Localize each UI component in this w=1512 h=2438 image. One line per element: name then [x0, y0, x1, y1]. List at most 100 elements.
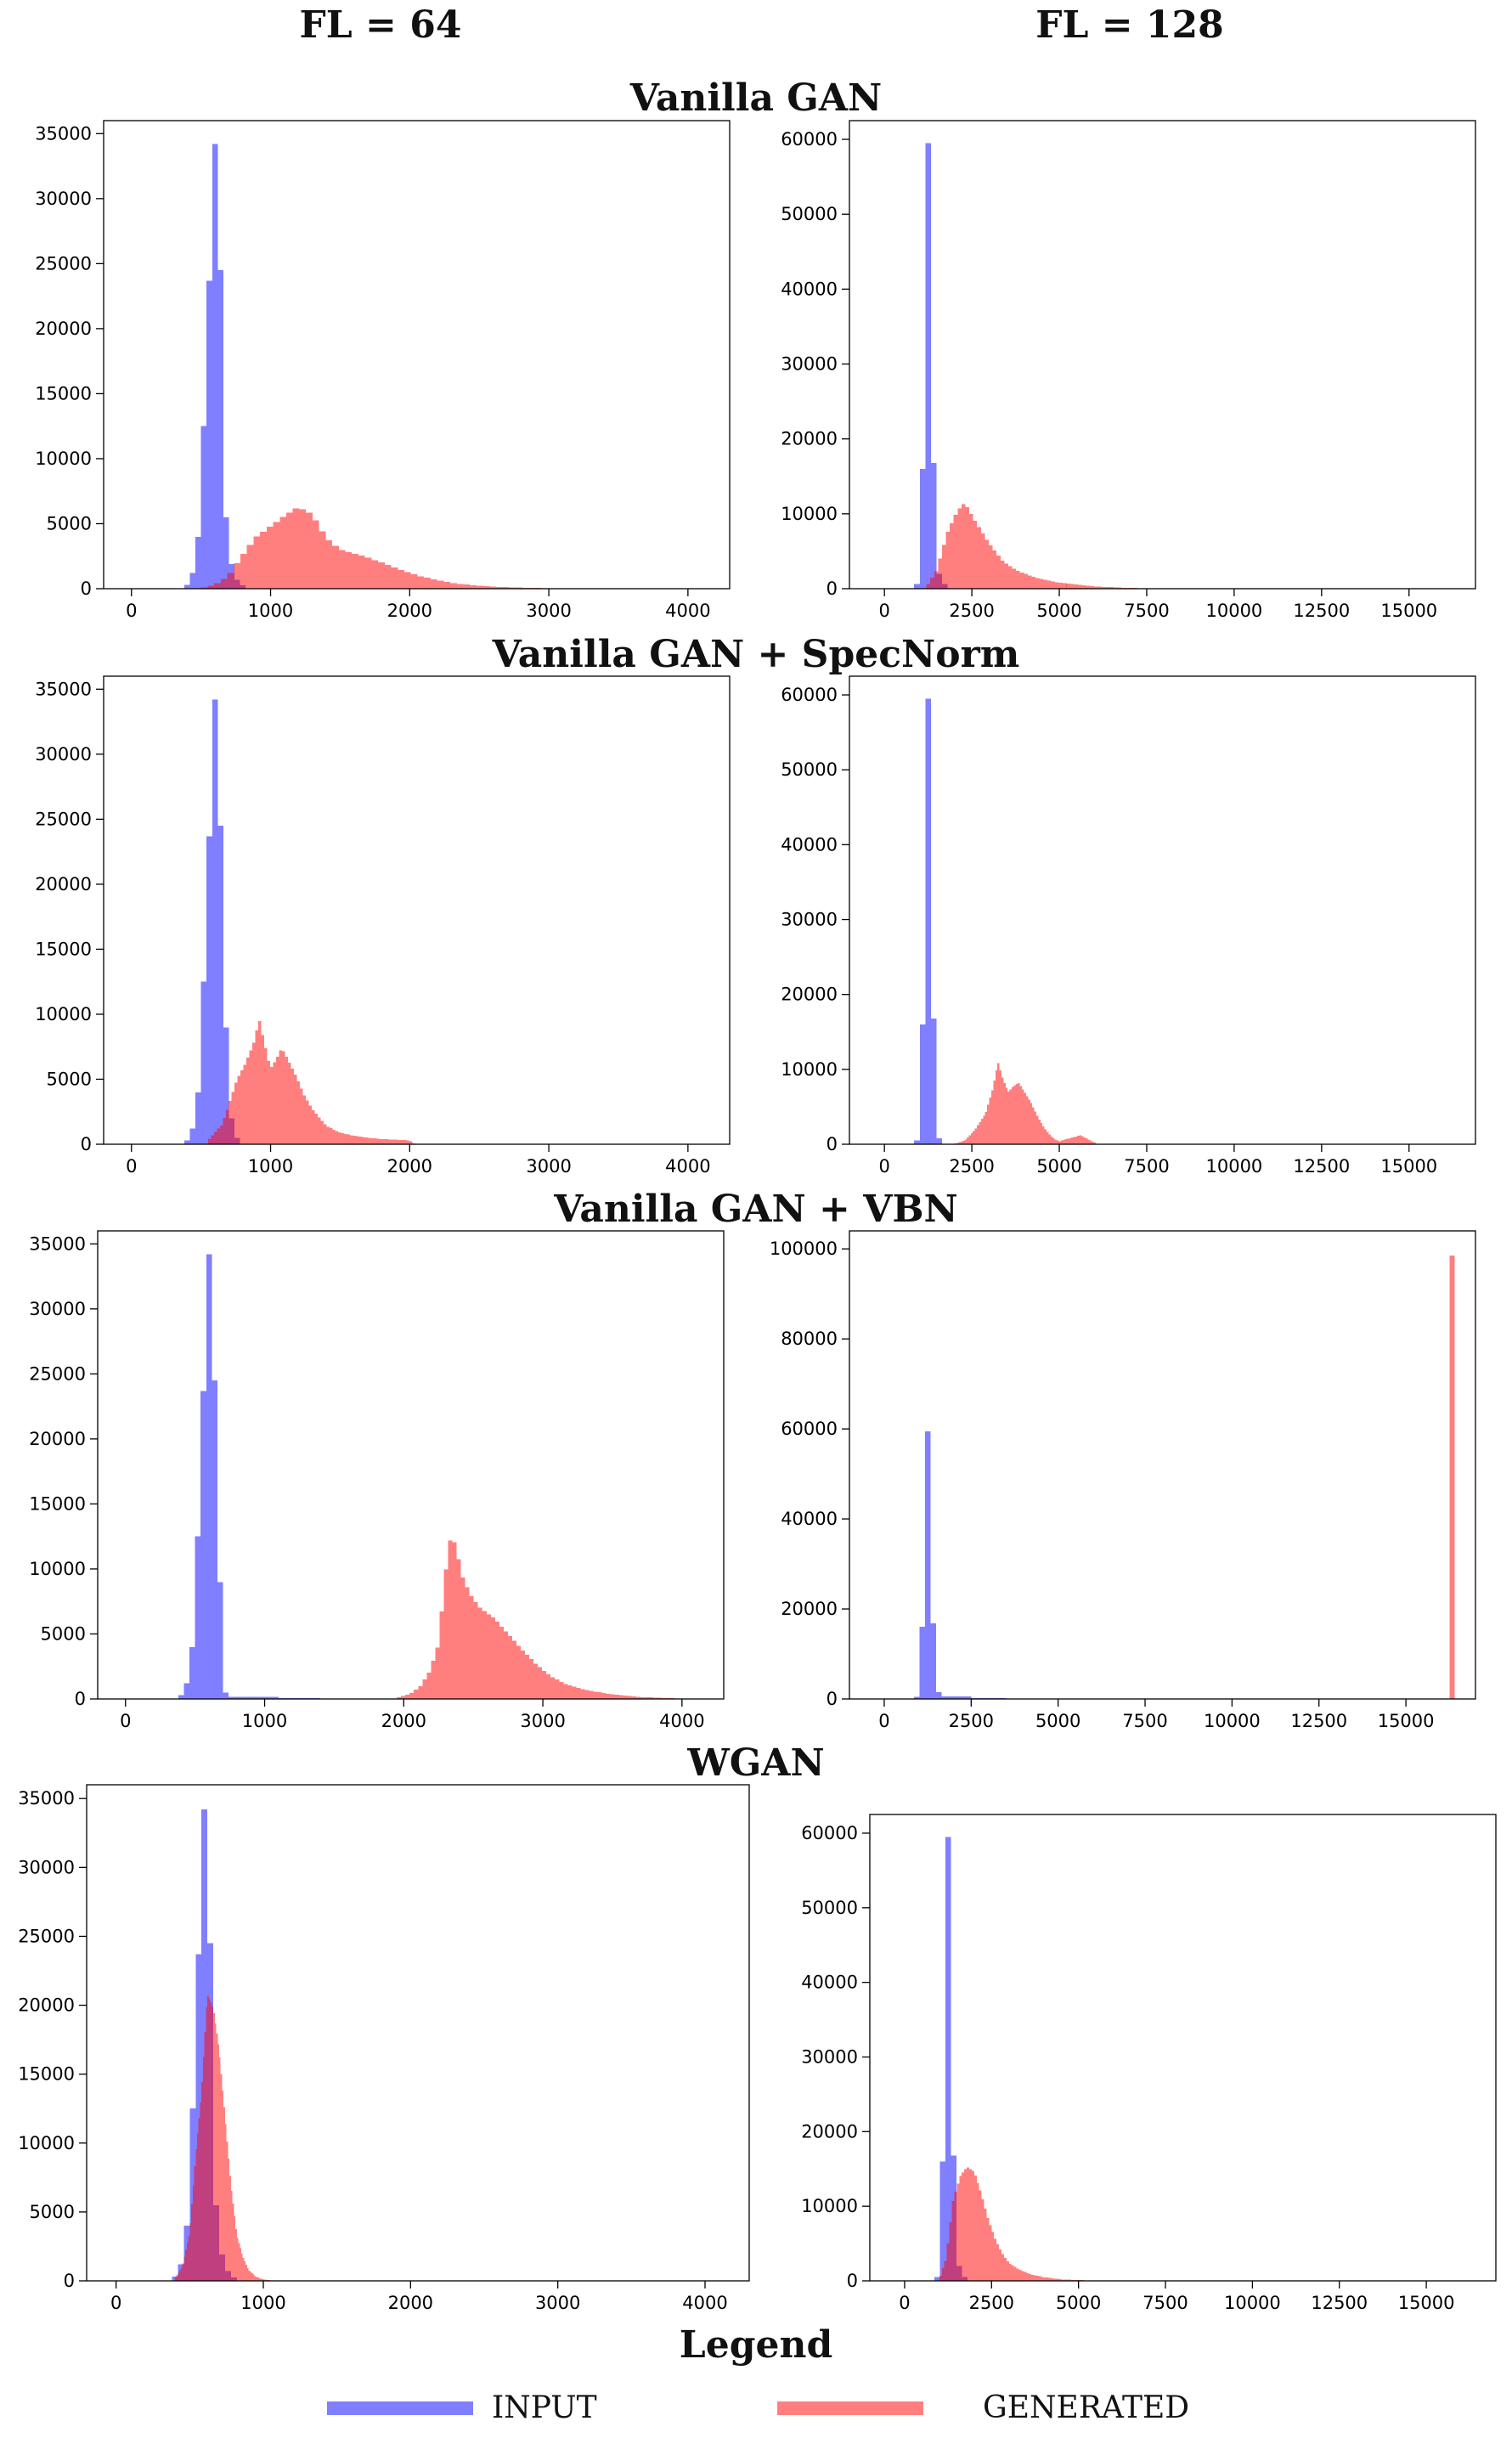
bar-input-1	[183, 1140, 190, 1144]
bar-generated-21	[204, 2031, 206, 2281]
bar-generated-67	[1089, 1140, 1092, 1144]
x-tick-label: 12500	[1293, 601, 1350, 621]
y-tick-label: 30000	[35, 189, 92, 209]
bar-generated-35	[1058, 583, 1063, 589]
bar-generated-34	[223, 2107, 225, 2281]
chart-panel-7: 0 1000 2000 3000 4000 0 5000 10000 15000 20000 250…	[18, 1784, 750, 2313]
bar-generated-21	[989, 2225, 992, 2281]
bar-generated-46	[341, 1132, 345, 1144]
bar-generated-22	[486, 1614, 491, 1699]
y-tick-label: 10000	[18, 2133, 75, 2153]
y-tick-label: 100000	[770, 1239, 838, 1259]
bar-input-8	[223, 516, 229, 589]
bar-generated-39	[450, 583, 457, 589]
bar-generated-4	[409, 1692, 415, 1699]
y-tick-label: 40000	[801, 1972, 858, 1993]
bar-generated-55	[627, 1696, 632, 1699]
bar-generated-15	[249, 1050, 253, 1144]
bar-generated-29	[1035, 578, 1040, 589]
bar-generated-41	[326, 1126, 330, 1144]
y-tick-label: 35000	[29, 1233, 86, 1254]
bar-generated-62	[1079, 1135, 1082, 1144]
bar-generated-65	[1085, 1138, 1088, 1144]
bar-generated-16	[976, 2182, 979, 2281]
y-tick-label: 35000	[35, 679, 92, 699]
bar-generated-7	[966, 1137, 969, 1144]
row-title-wgan: WGAN	[687, 1741, 825, 1785]
bar-generated-36	[430, 579, 437, 589]
y-tick-label: 5000	[47, 1069, 92, 1089]
bar-generated-36	[311, 1109, 315, 1144]
x-tick-label: 1000	[240, 2293, 285, 2313]
bar-generated-26	[281, 1051, 285, 1144]
bar-generated-41	[463, 584, 471, 589]
bar-generated-10	[234, 1082, 238, 1144]
bar-generated-8	[228, 1101, 232, 1144]
bar-generated-27	[507, 1636, 512, 1699]
bar-generated-32	[220, 2074, 223, 2281]
bar-generated-20	[477, 1607, 482, 1699]
bar-generated-42	[1086, 585, 1091, 589]
x-tick-label: 3000	[526, 601, 571, 621]
bar-generated-22	[338, 550, 346, 589]
bar-input-9	[223, 1692, 228, 1699]
bar-generated-34	[305, 1100, 309, 1144]
legend-swatch-input	[327, 2401, 473, 2415]
bar-generated-23	[273, 1062, 277, 1144]
bar-generated-61	[386, 1139, 389, 1144]
bar-generated-14	[452, 1542, 457, 1699]
bar-input-2	[919, 468, 926, 589]
bar-input-3	[189, 1646, 195, 1699]
bar-generated-19	[473, 1601, 478, 1699]
bar-generated-53	[251, 2273, 253, 2281]
bar-generated-19	[319, 531, 326, 589]
bar-generated-57	[635, 1696, 640, 1699]
bar-generated-66	[1087, 1139, 1090, 1144]
bar-generated-45	[1048, 2277, 1052, 2281]
bar-generated-47	[593, 1691, 598, 1699]
y-tick-label: 10000	[29, 1559, 86, 1579]
bar-generated-48	[244, 2260, 246, 2281]
bar-generated-29	[384, 565, 392, 589]
x-tick-label: 3000	[535, 2293, 580, 2313]
bar-generated-14	[977, 527, 981, 589]
bar-input-5	[206, 836, 212, 1144]
bar-generated-57	[257, 2277, 259, 2281]
bar-generated-5	[949, 2221, 952, 2281]
y-tick-label: 20000	[801, 2121, 858, 2142]
bar-generated-27	[1003, 2257, 1007, 2281]
bar-generated-31	[1043, 579, 1047, 589]
bar-generated-3	[944, 2260, 947, 2281]
row-title-specnorm: Vanilla GAN + SpecNorm	[492, 633, 1020, 676]
bar-generated-46	[1102, 586, 1106, 589]
bar-generated-1	[175, 2277, 177, 2281]
bar-input-8	[223, 1027, 229, 1144]
bar-generated-43	[576, 1688, 581, 1699]
bar-generated-23	[490, 1617, 495, 1699]
y-tick-label: 50000	[781, 759, 838, 780]
x-tick-label: 2000	[387, 601, 432, 621]
x-tick-label: 7500	[1124, 601, 1169, 621]
bar-generated-40	[1034, 1111, 1036, 1144]
bar-generated-2	[956, 1143, 959, 1144]
bar-generated-41	[1082, 585, 1086, 589]
bar-generated-35	[542, 1670, 547, 1699]
bar-generated-15	[195, 2148, 197, 2282]
bar-generated-42	[470, 584, 477, 589]
y-tick-label: 0	[81, 578, 92, 599]
bar-generated-42	[235, 2228, 237, 2281]
bar-generated-34	[1054, 582, 1059, 589]
bar-generated-35	[224, 2124, 227, 2281]
bar-generated-13	[279, 516, 287, 589]
bar-generated-57	[1069, 1137, 1071, 1144]
bar-generated-44	[482, 586, 490, 589]
bar-generated-37	[550, 1677, 556, 1699]
bar-generated-17	[988, 545, 993, 589]
bar-generated-39	[559, 1682, 564, 1699]
bar-generated-8	[246, 545, 254, 589]
bar-generated-7	[240, 553, 247, 589]
bar-generated-37	[228, 2159, 230, 2281]
bar-input-2	[189, 1128, 196, 1144]
bar-generated-17	[979, 2190, 982, 2281]
bar-generated-13	[448, 1540, 453, 1699]
